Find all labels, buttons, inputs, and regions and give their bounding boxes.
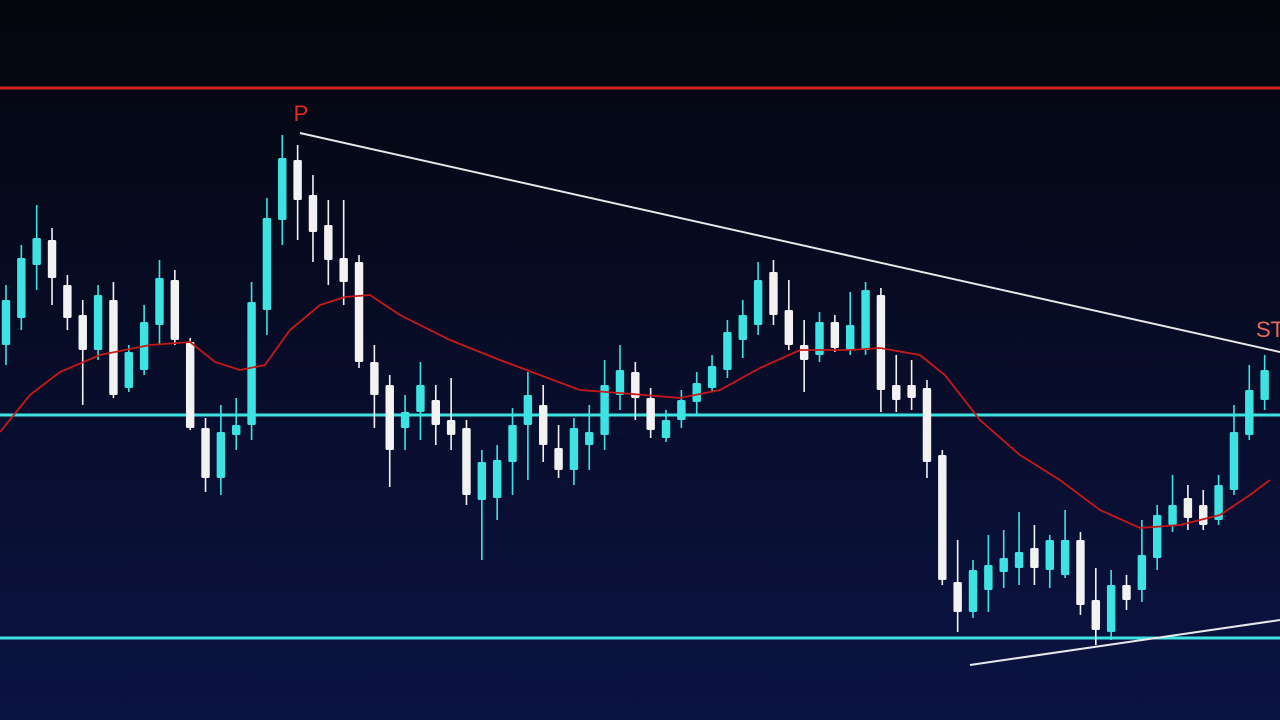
candle-body [845, 325, 855, 350]
candle-body [63, 285, 72, 318]
candle-body [784, 310, 794, 345]
candle-body [677, 400, 686, 420]
candle-body [216, 432, 226, 478]
candle-body [1183, 498, 1193, 518]
candle-body [1122, 585, 1131, 600]
candle-body [1168, 505, 1177, 525]
candle-body [769, 272, 778, 315]
candle-body [1060, 540, 1070, 575]
candle-body [1, 300, 11, 345]
candle-body [492, 460, 502, 498]
candle-body [155, 278, 164, 325]
candle-body [922, 388, 932, 462]
candle-body [799, 345, 809, 360]
candle-body [1137, 555, 1147, 590]
candle-body [585, 432, 594, 445]
candle-body [815, 322, 824, 355]
candle-body [354, 262, 364, 362]
candle-body [753, 280, 763, 325]
candle-body [1091, 600, 1101, 630]
candle-body [738, 315, 747, 340]
candle-body [615, 370, 625, 395]
candle-body [339, 258, 348, 282]
candle-body [508, 425, 517, 462]
candle-body [692, 383, 701, 402]
candle-body [32, 238, 41, 265]
candle-body [170, 280, 180, 340]
candle-body [723, 332, 732, 370]
candle-body [431, 400, 440, 425]
candle-body [876, 295, 886, 390]
candle-body [600, 385, 609, 435]
candle-body [569, 428, 579, 470]
candle-body [1214, 485, 1223, 520]
candle-body [1152, 515, 1162, 558]
candle-body [968, 570, 978, 612]
candle-body [232, 425, 241, 435]
candle-body [538, 405, 548, 445]
candle-body [1045, 540, 1054, 570]
candle-body [984, 565, 993, 590]
candle-body [830, 322, 840, 348]
candle-body [707, 366, 717, 388]
candle-body [93, 295, 103, 350]
candle-body [477, 462, 487, 500]
candle-body [308, 195, 318, 232]
candle-body [1014, 552, 1024, 568]
candle-body [1229, 432, 1239, 490]
candle-body [938, 455, 947, 580]
candle-body [523, 395, 533, 425]
candle-body [907, 385, 916, 398]
candle-body [400, 412, 410, 428]
candle-body [247, 302, 256, 425]
candle-body [1106, 585, 1116, 632]
candle-body [278, 158, 287, 220]
candle-body [661, 420, 671, 438]
candle-body [1199, 505, 1208, 525]
candle-body [446, 420, 456, 435]
candle-body [1030, 548, 1039, 568]
candle-body [185, 342, 195, 428]
candle-body [1245, 390, 1254, 435]
annotation: P [294, 101, 309, 126]
candle-body [324, 225, 333, 260]
candle-body [17, 258, 26, 318]
candle-body [999, 558, 1008, 572]
candle-body [201, 428, 210, 478]
candle-body [416, 385, 425, 412]
trend-line [969, 619, 1280, 666]
candle-body [631, 372, 640, 398]
candle-body [1260, 370, 1269, 400]
candle-body [385, 385, 394, 450]
candle-body [293, 160, 302, 200]
candle-body [262, 218, 272, 310]
candle-body [1076, 540, 1085, 605]
candle-body [109, 300, 118, 395]
candle-body [953, 582, 962, 612]
candle-body [554, 448, 563, 470]
trend-line [299, 132, 1280, 353]
candle-body [646, 398, 655, 430]
candle-body [370, 362, 379, 395]
candle-body [47, 240, 57, 278]
candle-body [78, 315, 87, 350]
moving-average [0, 294, 1271, 529]
candle-body [892, 385, 901, 400]
annotation: ST [1256, 317, 1280, 342]
candle-body [462, 428, 471, 495]
candle-body [124, 352, 134, 388]
candle-body [861, 290, 870, 350]
